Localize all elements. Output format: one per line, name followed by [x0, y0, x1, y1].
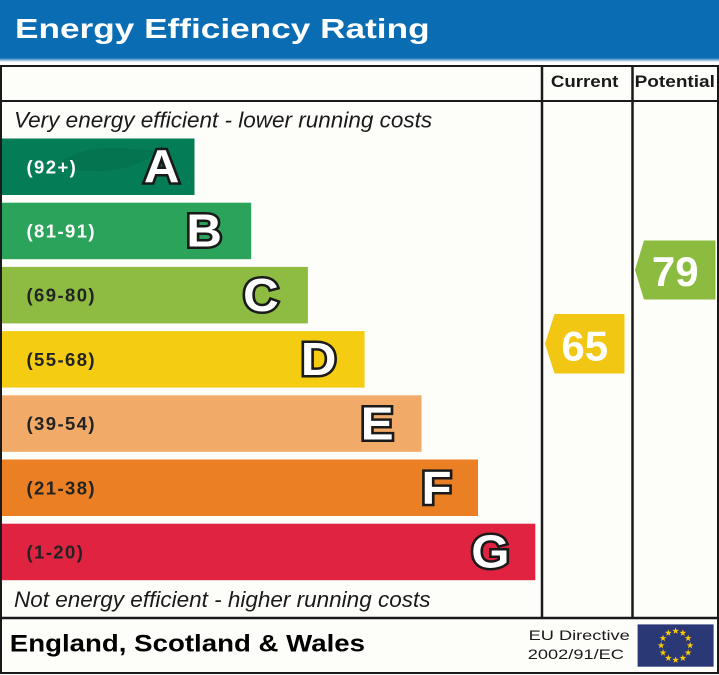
svg-text:(92+): (92+) [27, 156, 78, 177]
svg-text:EU Directive: EU Directive [529, 628, 630, 643]
svg-text:(1-20): (1-20) [27, 542, 85, 563]
svg-text:(69-80): (69-80) [27, 285, 96, 306]
svg-text:G: G [471, 527, 509, 578]
svg-text:D: D [301, 335, 337, 386]
svg-text:79: 79 [652, 248, 699, 295]
svg-text:A: A [144, 141, 180, 192]
svg-text:65: 65 [561, 322, 608, 369]
svg-text:(55-68): (55-68) [27, 349, 96, 370]
svg-text:Current: Current [551, 72, 619, 91]
svg-text:Potential: Potential [635, 72, 715, 91]
svg-text:Very energy efficient - lower: Very energy efficient - lower running co… [14, 108, 432, 133]
svg-text:F: F [421, 463, 451, 514]
svg-text:England, Scotland & Wales: England, Scotland & Wales [10, 631, 365, 657]
svg-text:B: B [186, 206, 222, 257]
svg-text:(21-38): (21-38) [27, 477, 96, 498]
svg-text:2002/91/EC: 2002/91/EC [528, 647, 624, 662]
svg-text:(81-91): (81-91) [27, 221, 96, 242]
svg-text:Not energy efficient - higher: Not energy efficient - higher running co… [14, 587, 430, 612]
svg-text:Energy Efficiency Rating: Energy Efficiency Rating [15, 12, 430, 44]
svg-text:E: E [361, 399, 394, 450]
svg-text:(39-54): (39-54) [27, 413, 96, 434]
svg-text:C: C [243, 270, 279, 321]
